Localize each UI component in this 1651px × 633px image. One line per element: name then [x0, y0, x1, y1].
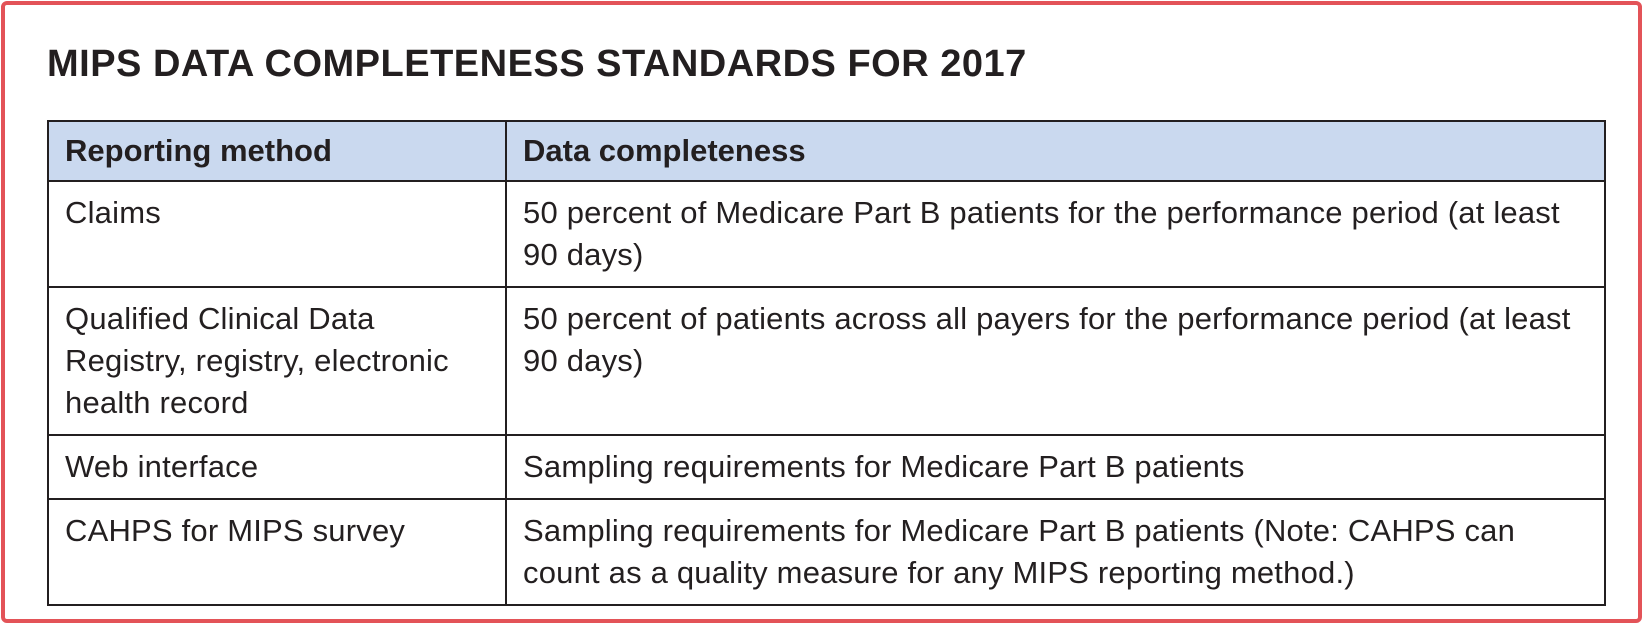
column-header-data-completeness: Data completeness — [505, 120, 1606, 182]
data-completeness-cell: Sampling requirements for Medicare Part … — [505, 498, 1606, 606]
table-row: CAHPS for MIPS survey Sampling requireme… — [47, 498, 1606, 606]
reporting-method-cell: Claims — [47, 180, 507, 288]
table-row: Web interface Sampling requirements for … — [47, 434, 1606, 500]
figure-title: MIPS DATA COMPLETENESS STANDARDS FOR 201… — [47, 43, 1027, 85]
reporting-method-cell: CAHPS for MIPS survey — [47, 498, 507, 606]
standards-table: Reporting method Data completeness Claim… — [47, 120, 1606, 606]
column-header-reporting-method: Reporting method — [47, 120, 507, 182]
table-row: Qualified Clinical Data Registry, regist… — [47, 286, 1606, 436]
data-completeness-cell: Sampling requirements for Medicare Part … — [505, 434, 1606, 500]
reporting-method-cell: Web interface — [47, 434, 507, 500]
reporting-method-cell: Qualified Clinical Data Registry, regist… — [47, 286, 507, 436]
table-header-row: Reporting method Data completeness — [47, 120, 1606, 182]
data-completeness-cell: 50 percent of Medicare Part B patients f… — [505, 180, 1606, 288]
table-row: Claims 50 percent of Medicare Part B pat… — [47, 180, 1606, 288]
data-completeness-cell: 50 percent of patients across all payers… — [505, 286, 1606, 436]
